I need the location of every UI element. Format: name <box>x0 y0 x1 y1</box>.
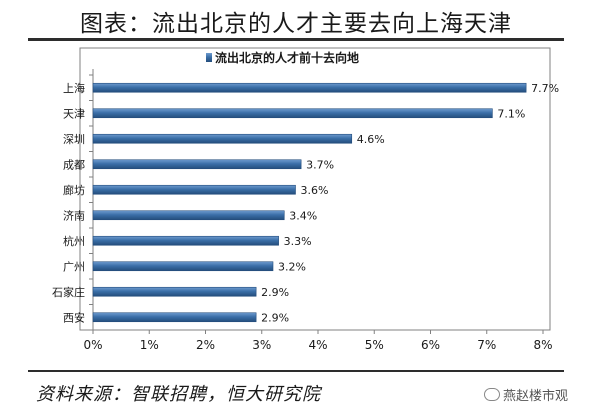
wechat-icon <box>484 388 500 401</box>
bar <box>92 210 285 221</box>
x-tick-label: 7% <box>477 338 496 352</box>
category-label: 西安 <box>63 310 85 324</box>
value-label: 3.3% <box>284 235 312 248</box>
chart-title: 图表：流出北京的人才主要去向上海天津 <box>80 11 512 37</box>
x-tick-label: 1% <box>140 338 159 352</box>
category-label: 深圳 <box>63 133 85 146</box>
title-rule <box>28 38 564 41</box>
x-tick-label: 0% <box>83 338 102 352</box>
x-tick-label: 5% <box>365 338 384 352</box>
category-label: 杭州 <box>63 234 85 248</box>
bar <box>92 184 296 195</box>
category-label: 广州 <box>63 260 85 273</box>
value-label: 3.6% <box>301 184 329 197</box>
value-label: 3.7% <box>306 158 334 171</box>
category-label: 天津 <box>63 107 85 120</box>
bar <box>92 82 527 93</box>
category-label: 成都 <box>63 158 85 171</box>
bar <box>92 108 493 119</box>
legend-label: 流出北京的人才前十去向地 <box>215 50 359 65</box>
value-label: 2.9% <box>261 311 289 324</box>
value-label: 7.1% <box>497 107 525 120</box>
bar <box>92 235 279 246</box>
category-label: 廊坊 <box>63 183 85 197</box>
bar <box>92 133 353 144</box>
bar-chart: 流出北京的人才前十去向地 0% 1% 2% 3% 4% 5% 6% 7% 8% 上海 7.7% 天津… <box>52 47 559 352</box>
source-note: 资料来源：智联招聘，恒大研究院 <box>36 384 321 405</box>
legend-swatch <box>206 53 212 62</box>
x-tick-label: 6% <box>421 338 440 352</box>
value-label: 2.9% <box>261 286 289 299</box>
source-rule <box>28 370 564 372</box>
bar <box>92 261 274 272</box>
value-label: 7.7% <box>531 82 559 95</box>
legend: 流出北京的人才前十去向地 <box>206 50 359 65</box>
x-tick-label: 8% <box>533 338 552 352</box>
bar <box>92 286 257 297</box>
watermark-text: 燕赵楼市观 <box>503 389 569 404</box>
x-tick-label: 3% <box>252 338 271 352</box>
value-label: 3.4% <box>289 209 317 222</box>
x-tick-label: 4% <box>308 338 327 352</box>
value-label: 4.6% <box>357 133 385 146</box>
category-label: 济南 <box>63 208 85 222</box>
category-label: 石家庄 <box>52 285 85 299</box>
bar <box>92 159 302 170</box>
category-label: 上海 <box>63 81 85 95</box>
value-label: 3.2% <box>278 260 306 273</box>
x-tick-label: 2% <box>196 338 215 352</box>
watermark: 燕赵楼市观 <box>484 385 568 404</box>
bar <box>92 312 257 323</box>
